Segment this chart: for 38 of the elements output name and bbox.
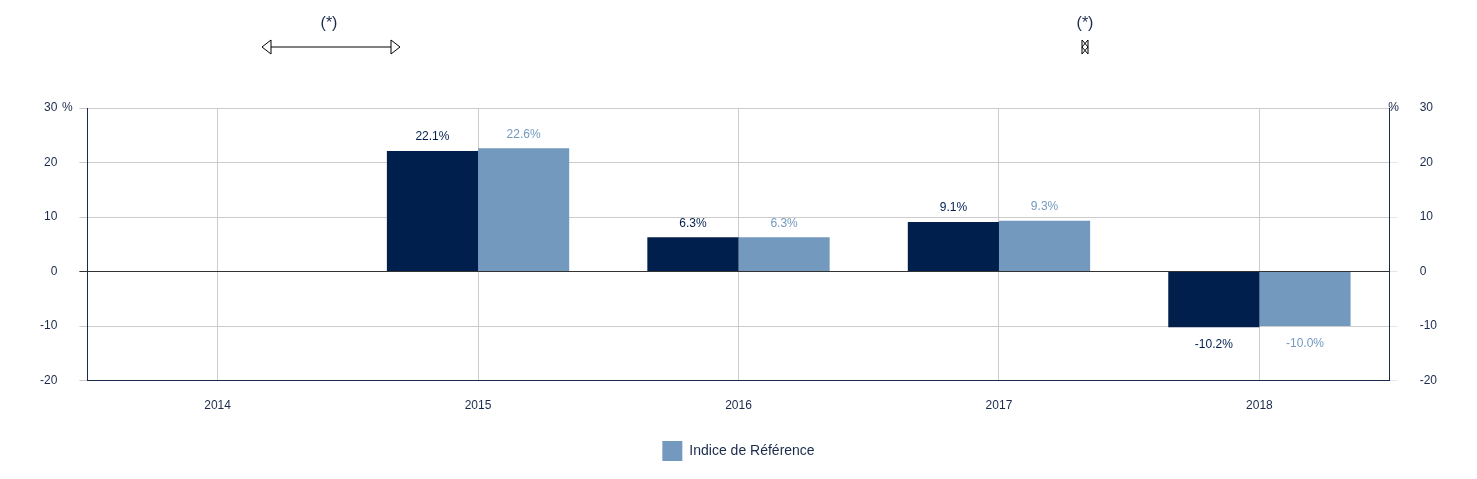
bar (647, 237, 739, 272)
x-tick-label: 2017 (985, 398, 1013, 413)
bar (998, 220, 1091, 272)
bar (386, 151, 479, 272)
y2-tick-label: -20 (1419, 372, 1438, 387)
bar (1168, 272, 1260, 328)
data-label: -10.0% (1285, 336, 1325, 351)
y-tick-label: -20 (40, 372, 58, 387)
x-tick-label: 2016 (725, 398, 753, 413)
y-axis-title: % (62, 100, 74, 115)
data-label: -10.2% (1194, 337, 1234, 352)
y2-tick-label: 30 (1419, 100, 1434, 115)
bar (1259, 272, 1351, 327)
data-label: 9.1% (939, 200, 968, 215)
y2-tick-label: 0 (1419, 263, 1427, 278)
data-label: 22.1% (415, 129, 450, 144)
bar (738, 237, 830, 272)
y-tick-label: 0 (50, 263, 58, 278)
y-tick-label: 10 (43, 209, 58, 224)
x-tick-label: 2015 (464, 398, 492, 413)
x-tick-label: 2018 (1246, 398, 1274, 413)
data-label: 22.6% (506, 126, 541, 141)
data-label: 6.3% (770, 215, 799, 230)
y2-tick-label: 10 (1419, 209, 1434, 224)
y2-tick-label: -10 (1419, 318, 1438, 333)
y2-axis-title: % (1388, 100, 1400, 115)
text: (*) (1076, 14, 1094, 32)
y-tick-label: 30 (43, 100, 58, 115)
bar (907, 221, 999, 272)
y-tick-label: 20 (43, 154, 58, 169)
legend-label: Indice de Référence (689, 441, 815, 458)
x-tick-label: 2014 (204, 398, 232, 413)
y2-tick-label: 20 (1419, 154, 1434, 169)
bar (478, 148, 570, 272)
data-label: 6.3% (679, 215, 707, 230)
y-tick-label: -10 (40, 318, 58, 333)
text: (*) (320, 14, 338, 32)
data-label: 9.3% (1030, 199, 1059, 214)
